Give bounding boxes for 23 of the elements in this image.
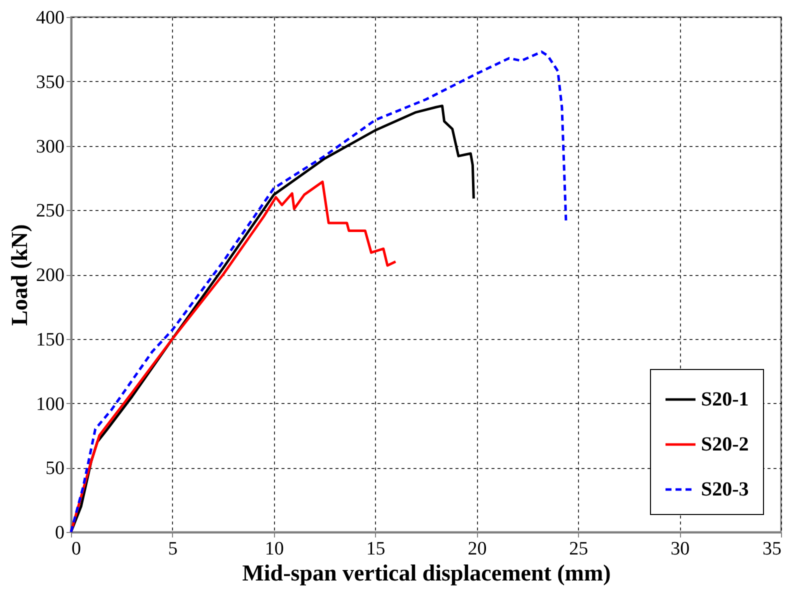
y-tick-label: 150: [36, 329, 64, 350]
x-tick-label: 20: [468, 538, 487, 560]
legend-label: S20-2: [701, 434, 749, 456]
x-tick-label: 10: [264, 538, 284, 560]
legend-label: S20-3: [701, 478, 749, 500]
y-tick-label: 200: [36, 265, 64, 286]
y-tick-label: 400: [36, 8, 64, 28]
x-tick-label: 15: [366, 538, 386, 560]
x-tick-label: 25: [569, 538, 588, 560]
x-tick-label: 35: [762, 538, 782, 560]
x-tick-label: 5: [168, 538, 178, 560]
y-axis-title: Load (kN): [7, 224, 32, 326]
x-tick-label: 0: [72, 538, 81, 560]
x-tick-label: 30: [670, 538, 690, 560]
y-tick-label: 350: [36, 72, 64, 93]
y-tick-label: 250: [36, 200, 64, 222]
y-tick-label: 50: [46, 458, 64, 480]
line-series: [70, 50, 568, 534]
y-tick-label: 300: [36, 136, 64, 158]
legend-label: S20-1: [701, 388, 749, 410]
y-tick-label: 0: [55, 522, 64, 544]
y-tick-label: 100: [36, 394, 64, 415]
x-axis-title: Mid-span vertical displacement (mm): [242, 560, 611, 586]
